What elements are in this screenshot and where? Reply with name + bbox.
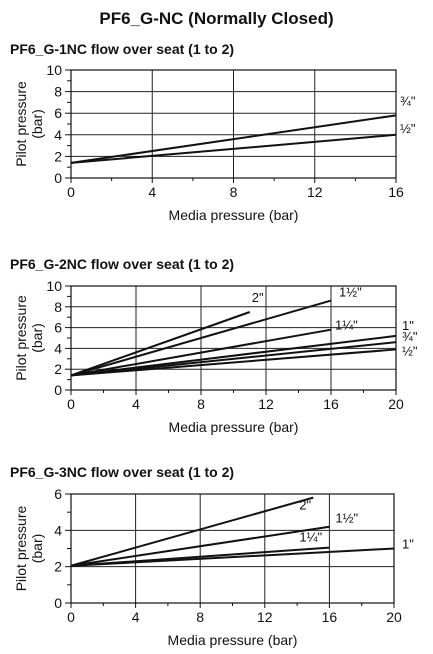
series-label: 1¼" — [335, 318, 358, 333]
series-line — [70, 311, 251, 377]
page-title: PF6_G-NC (Normally Closed) — [99, 9, 334, 28]
x-axis-label: Media pressure (bar) — [168, 632, 298, 648]
series-label: 1½" — [335, 511, 358, 526]
y-tick-label: 8 — [54, 299, 62, 315]
x-tick-label: 12 — [307, 184, 323, 200]
y-tick-label: 4 — [54, 340, 62, 356]
y-tick-label: 2 — [54, 559, 62, 575]
x-tick-label: 16 — [322, 609, 338, 625]
x-tick-label: 0 — [67, 396, 75, 412]
series-label: ½" — [400, 121, 416, 136]
series-label: ¾" — [402, 329, 418, 344]
series-line — [70, 328, 332, 377]
series-line — [70, 299, 332, 377]
x-tick-label: 4 — [148, 184, 156, 200]
x-tick-label: 16 — [323, 396, 339, 412]
y-tick-label: 10 — [46, 62, 62, 78]
y-axis-label: Pilot pressure(bar) — [13, 295, 45, 381]
series-label: 1½" — [339, 285, 362, 300]
series-label: 1" — [402, 318, 414, 333]
y-tick-label: 0 — [54, 382, 62, 398]
y-tick-label: 8 — [54, 84, 62, 100]
series-label: 1¼" — [299, 530, 322, 545]
series-label: ¾" — [400, 93, 416, 108]
series-line — [70, 341, 397, 377]
x-tick-label: 20 — [388, 396, 404, 412]
y-tick-label: 10 — [46, 278, 62, 294]
series-line — [70, 133, 397, 164]
y-tick-label: 2 — [54, 148, 62, 164]
x-tick-label: 12 — [258, 396, 274, 412]
y-tick-label: 0 — [54, 595, 62, 611]
y-tick-label: 4 — [54, 522, 62, 538]
chart-3-title: PF6_G-3NC flow over seat (1 to 2) — [10, 464, 235, 480]
y-tick-label: 6 — [54, 320, 62, 336]
y-axis-label: Pilot pressure(bar) — [13, 81, 45, 167]
x-tick-label: 8 — [230, 184, 238, 200]
x-tick-label: 4 — [132, 396, 140, 412]
x-tick-label: 8 — [197, 396, 205, 412]
chart-2-title: PF6_G-2NC flow over seat (1 to 2) — [10, 256, 235, 272]
y-tick-label: 4 — [54, 127, 62, 143]
series-label: ½" — [402, 343, 418, 358]
y-tick-label: 6 — [54, 486, 62, 502]
y-tick-label: 0 — [54, 170, 62, 186]
x-tick-label: 20 — [386, 609, 402, 625]
series-line — [70, 334, 397, 377]
series-label: 1" — [402, 537, 414, 552]
x-tick-label: 0 — [67, 609, 75, 625]
series-label: 2" — [299, 498, 311, 513]
x-tick-label: 0 — [67, 184, 75, 200]
series-line — [70, 525, 330, 567]
series-label: 2" — [252, 290, 264, 305]
y-tick-label: 2 — [54, 361, 62, 377]
x-tick-label: 8 — [196, 609, 204, 625]
series-line — [70, 114, 397, 164]
x-axis-label: Media pressure (bar) — [169, 419, 299, 435]
x-tick-label: 16 — [388, 184, 404, 200]
series-line — [70, 547, 395, 567]
y-tick-label: 6 — [54, 105, 62, 121]
x-tick-label: 4 — [132, 609, 140, 625]
series-line — [70, 348, 397, 377]
plot-frame — [70, 285, 397, 391]
y-axis-label: Pilot pressure(bar) — [13, 505, 45, 591]
x-axis-label: Media pressure (bar) — [169, 207, 299, 223]
x-tick-label: 12 — [257, 609, 273, 625]
chart-1-title: PF6_G-1NC flow over seat (1 to 2) — [10, 41, 235, 57]
plot-frame — [70, 69, 397, 179]
series-line — [70, 496, 314, 567]
